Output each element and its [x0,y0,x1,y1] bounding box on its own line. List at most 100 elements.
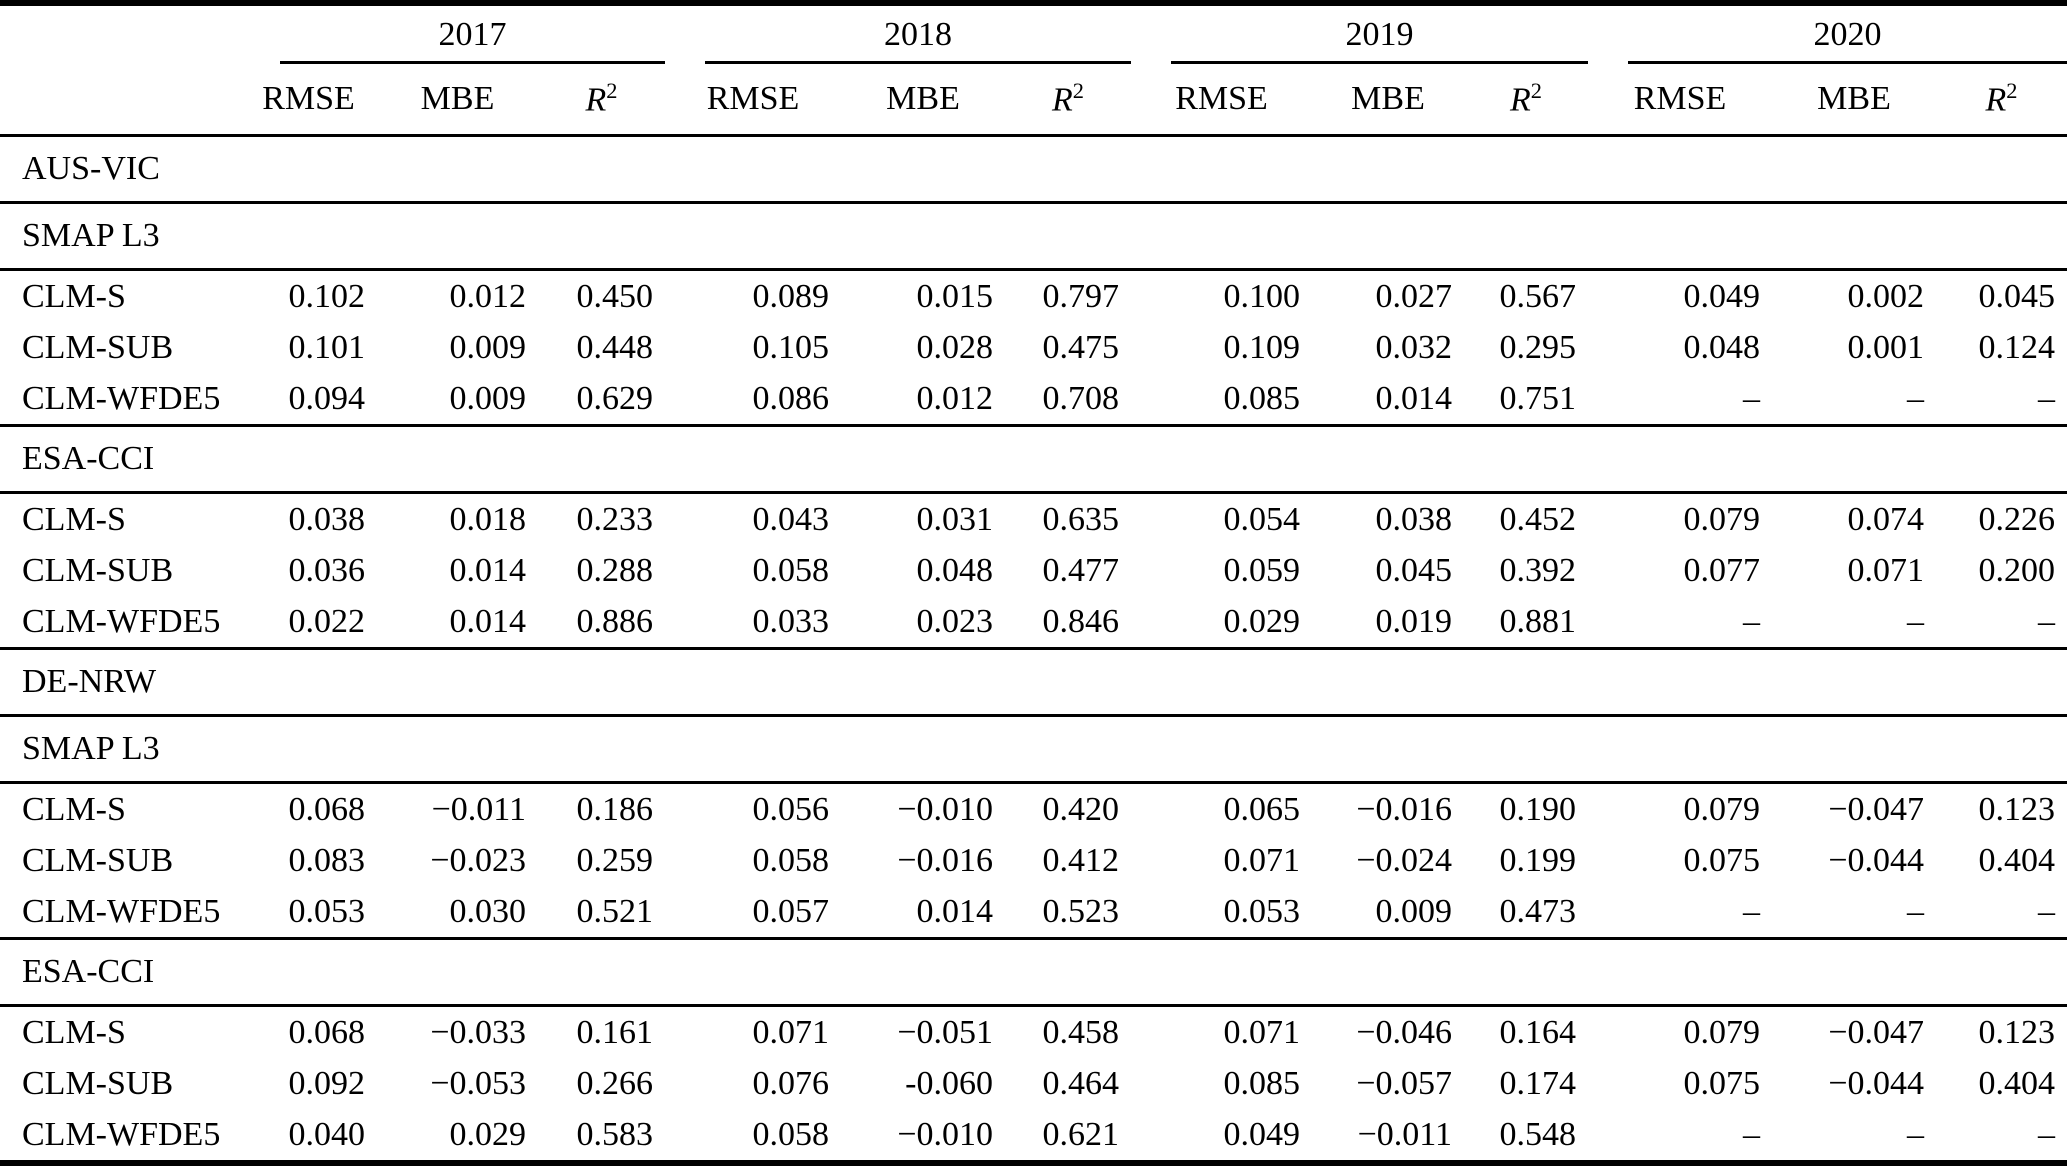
value-cell: 0.583 [576,1115,654,1153]
value-cell: 0.071 [1131,1004,1312,1058]
value-cell: −0.046 [1312,1004,1464,1058]
value-cell: 0.068 [240,781,377,835]
model-label: CLM-SUB [22,1064,174,1102]
region-header-label: AUS-VIC [0,134,2067,203]
region-header-label: DE-NRW [0,647,2067,716]
value-cell: 0.161 [538,1004,665,1058]
value-cell: 0.065 [1131,781,1312,835]
product-header-label: ESA-CCI [0,937,2067,1006]
value-cell: 0.452 [1464,491,1588,545]
value-cell: 0.094 [288,379,366,417]
value-cell: 0.014 [449,551,527,589]
cmidrule-2020: 2020 [1628,16,2067,64]
col-header-mbe: MBE [1351,80,1425,117]
value-cell: 0.392 [1499,551,1577,589]
value-cell: 0.033 [752,602,830,640]
year-group-2019: 2019 [1131,3,1588,64]
value-cell: -0.060 [905,1064,993,1102]
year-label: 2020 [1813,16,1882,53]
value-cell: 0.199 [1499,841,1577,879]
value-cell: 0.056 [665,781,841,835]
value-cell: 0.186 [538,781,665,835]
value-cell: −0.047 [1772,781,1936,835]
value-cell: 0.058 [752,1115,830,1153]
value-cell: 0.266 [576,1064,654,1102]
value-cell: −0.057 [1356,1064,1452,1102]
value-cell: −0.010 [841,781,1005,835]
value-cell: – [1743,602,1760,640]
value-cell: 0.059 [1223,551,1301,589]
region-header-row-aus-vic: AUS-VIC [0,134,2067,203]
value-cell: 0.101 [288,328,366,366]
col-header-r2: R2 [1510,78,1542,119]
value-cell: −0.016 [897,841,993,879]
model-label: CLM-S [0,491,240,545]
value-cell: −0.044 [1828,841,1924,879]
model-label: CLM-S [0,268,240,322]
value-cell: 0.404 [1978,1064,2056,1102]
value-cell: 0.001 [1847,328,1925,366]
value-cell: – [1907,892,1924,930]
value-cell: 0.450 [538,268,665,322]
value-cell: 0.886 [576,602,654,640]
value-cell: 0.797 [1005,268,1131,322]
col-header-mbe: MBE [420,80,495,117]
data-row-clm-wfde5: CLM-WFDE5 0.040 0.029 0.583 0.058 −0.010 0.621… [0,1109,2067,1163]
product-header-row-esa-cci: ESA-CCI [0,424,2067,493]
value-cell: – [1743,892,1760,930]
value-cell: 0.751 [1499,379,1577,417]
model-label: CLM-S [0,781,240,835]
value-cell: 0.123 [1936,781,2067,835]
value-cell: 0.458 [1005,1004,1131,1058]
value-cell: 0.071 [1223,841,1301,879]
value-cell: 0.226 [1936,491,2067,545]
value-cell: 0.053 [288,892,366,930]
value-cell: 0.040 [288,1115,366,1153]
value-cell: 0.846 [1042,602,1120,640]
value-cell: 0.077 [1683,551,1761,589]
value-cell: 0.200 [1978,551,2056,589]
value-cell: 0.448 [576,328,654,366]
value-cell: 0.027 [1312,268,1464,322]
value-cell: 0.475 [1042,328,1120,366]
year-label: 2018 [884,16,952,53]
value-cell: – [1907,602,1924,640]
year-label: 2019 [1345,16,1414,53]
value-cell: 0.009 [449,379,527,417]
data-row-clm-s: CLM-S 0.068 −0.033 0.161 0.071 −0.051 0.458 0.0… [0,1004,2067,1058]
value-cell: 0.190 [1464,781,1588,835]
value-cell: 0.053 [1223,892,1301,930]
year-label: 2017 [438,16,507,53]
value-cell: 0.233 [538,491,665,545]
value-cell: 0.621 [1042,1115,1120,1153]
cmidrule-2019: 2019 [1171,16,1588,64]
value-cell: 0.058 [752,841,830,879]
value-cell: 0.124 [1978,328,2056,366]
data-row-clm-sub: CLM-SUB 0.036 0.014 0.288 0.058 0.048 0.477 0.0… [0,545,2067,596]
value-cell: 0.708 [1042,379,1120,417]
value-cell: −0.023 [430,841,526,879]
col-header-mbe: MBE [1817,80,1891,117]
value-cell: – [2038,1115,2055,1153]
value-cell: 0.085 [1223,379,1301,417]
value-cell: 0.174 [1499,1064,1577,1102]
value-cell: 0.032 [1375,328,1453,366]
value-cell: −0.053 [430,1064,526,1102]
col-header-r2: R2 [1052,78,1084,119]
data-row-clm-s: CLM-S 0.102 0.012 0.450 0.089 0.015 0.797 0.100… [0,268,2067,322]
corner-cell [0,3,240,64]
value-cell: −0.024 [1356,841,1452,879]
region-header-row-de-nrw: DE-NRW [0,647,2067,716]
value-cell: 0.048 [1683,328,1761,366]
value-cell: 0.038 [1312,491,1464,545]
product-header-label: SMAP L3 [0,201,2067,270]
data-row-clm-wfde5: CLM-WFDE5 0.053 0.030 0.521 0.057 0.014 0.523 0… [0,886,2067,939]
data-row-clm-s: CLM-S 0.038 0.018 0.233 0.043 0.031 0.635 0.054… [0,491,2067,545]
value-cell: 0.404 [1978,841,2056,879]
value-cell: −0.047 [1772,1004,1936,1058]
value-cell: 0.164 [1464,1004,1588,1058]
value-cell: 0.288 [576,551,654,589]
value-cell: 0.023 [916,602,994,640]
value-cell: 0.629 [576,379,654,417]
value-cell: 0.477 [1042,551,1120,589]
